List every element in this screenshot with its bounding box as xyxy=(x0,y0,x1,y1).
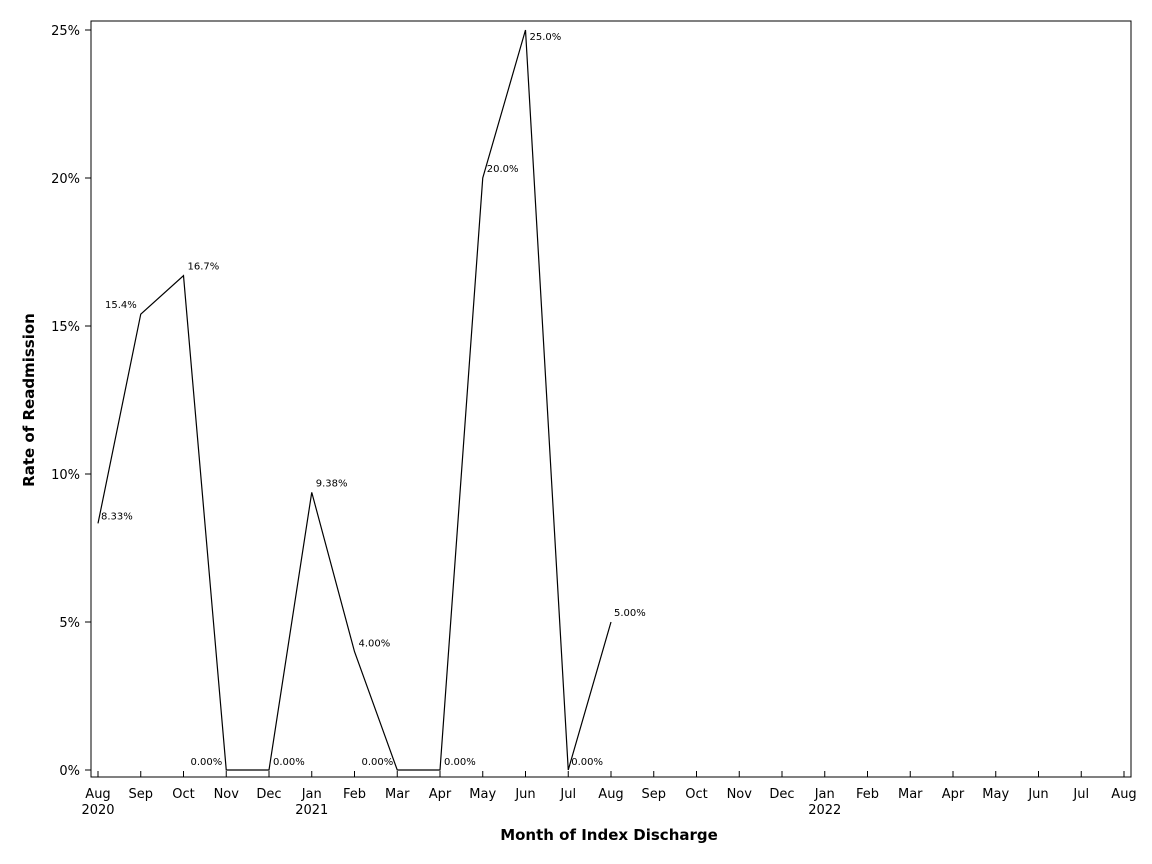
series-line xyxy=(97,29,612,771)
x-tick-label: Dec xyxy=(256,787,281,802)
data-label: 5.00% xyxy=(614,608,646,619)
x-tick-label: Feb xyxy=(856,787,879,802)
plot-frame xyxy=(90,20,1132,778)
data-label: 4.00% xyxy=(359,639,391,650)
series-layer xyxy=(97,29,612,771)
x-tick-label: Apr xyxy=(429,787,452,802)
x-tick-label: Feb xyxy=(343,787,366,802)
data-label: 0.00% xyxy=(273,757,305,768)
x-tick-label: Aug xyxy=(598,787,623,802)
y-axis: 0% 5% 10% 15% 20% 25% xyxy=(51,24,91,779)
y-tick-label: 15% xyxy=(51,320,80,335)
y-tick-label: 20% xyxy=(51,172,80,187)
y-tick-label: 0% xyxy=(59,764,80,779)
x-tick-label: Jun xyxy=(1027,787,1048,802)
data-label: 16.7% xyxy=(188,262,220,273)
x-tick-label: Sep xyxy=(641,787,666,802)
y-axis-title: Rate of Readmission xyxy=(20,313,38,487)
data-label: 15.4% xyxy=(105,300,137,311)
x-tick-year-label: 2021 xyxy=(295,803,328,818)
x-tick-label: Oct xyxy=(172,787,194,802)
y-tick-label: 5% xyxy=(59,616,80,631)
x-tick-year-label: 2022 xyxy=(808,803,841,818)
x-tick-label: Jan xyxy=(814,787,835,802)
x-tick-year-label: 2020 xyxy=(81,803,114,818)
x-tick-label: Jun xyxy=(514,787,535,802)
x-tick-label: Mar xyxy=(385,787,410,802)
y-tick-label: 10% xyxy=(51,468,80,483)
x-tick-label: Sep xyxy=(128,787,153,802)
x-tick-label: Nov xyxy=(727,787,753,802)
data-label: 9.38% xyxy=(316,478,348,489)
data-label: 0.00% xyxy=(571,757,603,768)
data-label: 0.00% xyxy=(190,757,222,768)
x-tick-label: Oct xyxy=(685,787,707,802)
data-label: 20.0% xyxy=(487,164,519,175)
x-tick-label: Jul xyxy=(559,787,576,802)
x-tick-label: Aug xyxy=(1111,787,1136,802)
x-tick-label: Aug xyxy=(85,787,110,802)
y-tick-label: 25% xyxy=(51,24,80,39)
x-tick-label: Jul xyxy=(1072,787,1089,802)
x-tick-label: Apr xyxy=(942,787,965,802)
x-tick-label: Jan xyxy=(301,787,322,802)
x-tick-label: Nov xyxy=(214,787,240,802)
data-label: 8.33% xyxy=(101,511,133,522)
data-labels: 8.33% 15.4% 16.7% 0.00% 0.00% 9.38% 4.00% 0.00%… xyxy=(101,32,646,768)
x-tick-label: Dec xyxy=(769,787,794,802)
data-label: 25.0% xyxy=(530,32,562,43)
x-axis-title: Month of Index Discharge xyxy=(500,826,718,844)
x-tick-label: Mar xyxy=(898,787,923,802)
x-tick-label: May xyxy=(982,787,1009,802)
data-label: 0.00% xyxy=(361,757,393,768)
x-tick-label: May xyxy=(469,787,496,802)
data-label: 0.00% xyxy=(444,757,476,768)
